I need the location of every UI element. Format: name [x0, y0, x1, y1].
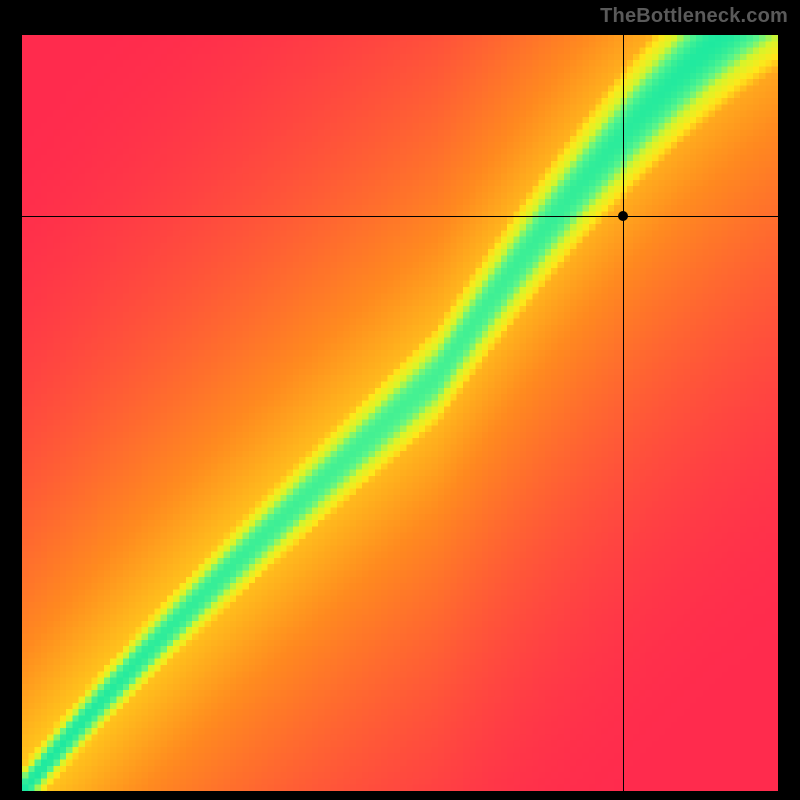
chart-container: TheBottleneck.com — [0, 0, 800, 800]
watermark-text: TheBottleneck.com — [600, 5, 788, 28]
crosshair-horizontal — [22, 216, 778, 217]
bottleneck-heatmap — [22, 35, 778, 791]
crosshair-vertical — [623, 35, 624, 791]
